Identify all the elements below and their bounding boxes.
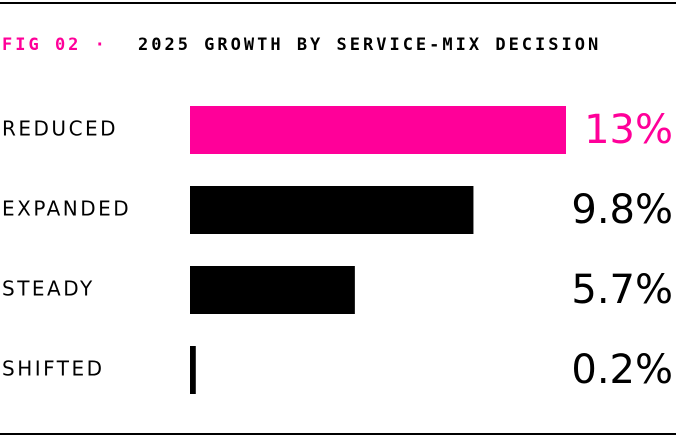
figure-label: FIG 02 · [2,35,108,55]
value-label: 5.7% [571,267,673,313]
category-label: REDUCED [2,117,118,141]
value-label: 0.2% [571,347,673,393]
value-label: 13% [584,107,673,153]
bar [190,106,566,154]
category-label: EXPANDED [2,197,131,221]
bar [190,346,196,394]
chart-title: 2025 GROWTH BY SERVICE-MIX DECISION [138,35,601,55]
category-label: STEADY [2,277,95,301]
value-label: 9.8% [571,187,673,233]
bar [190,266,355,314]
category-label: SHIFTED [2,357,105,381]
bar [190,186,474,234]
